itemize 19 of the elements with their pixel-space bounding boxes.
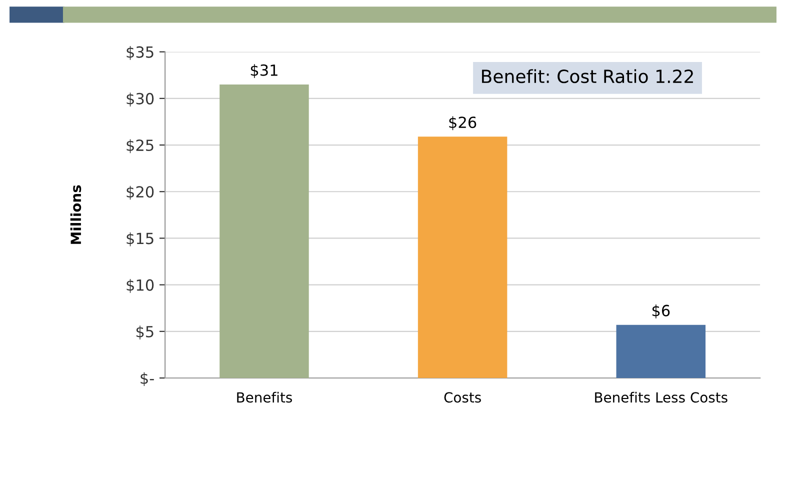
y-tick-label: $30 bbox=[126, 92, 154, 106]
y-tick-label: $- bbox=[140, 372, 154, 386]
y-tick-label: $25 bbox=[126, 139, 154, 154]
x-tick-label: Benefits bbox=[237, 392, 292, 403]
y-tick-label: $5 bbox=[136, 326, 154, 340]
x-tick-label: Costs bbox=[444, 392, 481, 403]
y-tick-label: $20 bbox=[126, 186, 154, 200]
data-label: $31 bbox=[250, 64, 278, 78]
bar bbox=[220, 84, 309, 378]
x-tick-label: Benefits Less Costs bbox=[595, 392, 728, 403]
bar bbox=[418, 136, 508, 378]
y-tick-label: $35 bbox=[126, 46, 154, 60]
data-label: $26 bbox=[449, 116, 476, 130]
y-tick-label: $15 bbox=[126, 232, 154, 246]
y-axis-title: Millions bbox=[70, 185, 82, 244]
annotation: Benefit: Cost Ratio 1.22 bbox=[482, 69, 693, 84]
bar bbox=[616, 324, 706, 378]
data-label: $6 bbox=[652, 304, 670, 318]
y-tick-label: $10 bbox=[126, 279, 154, 293]
